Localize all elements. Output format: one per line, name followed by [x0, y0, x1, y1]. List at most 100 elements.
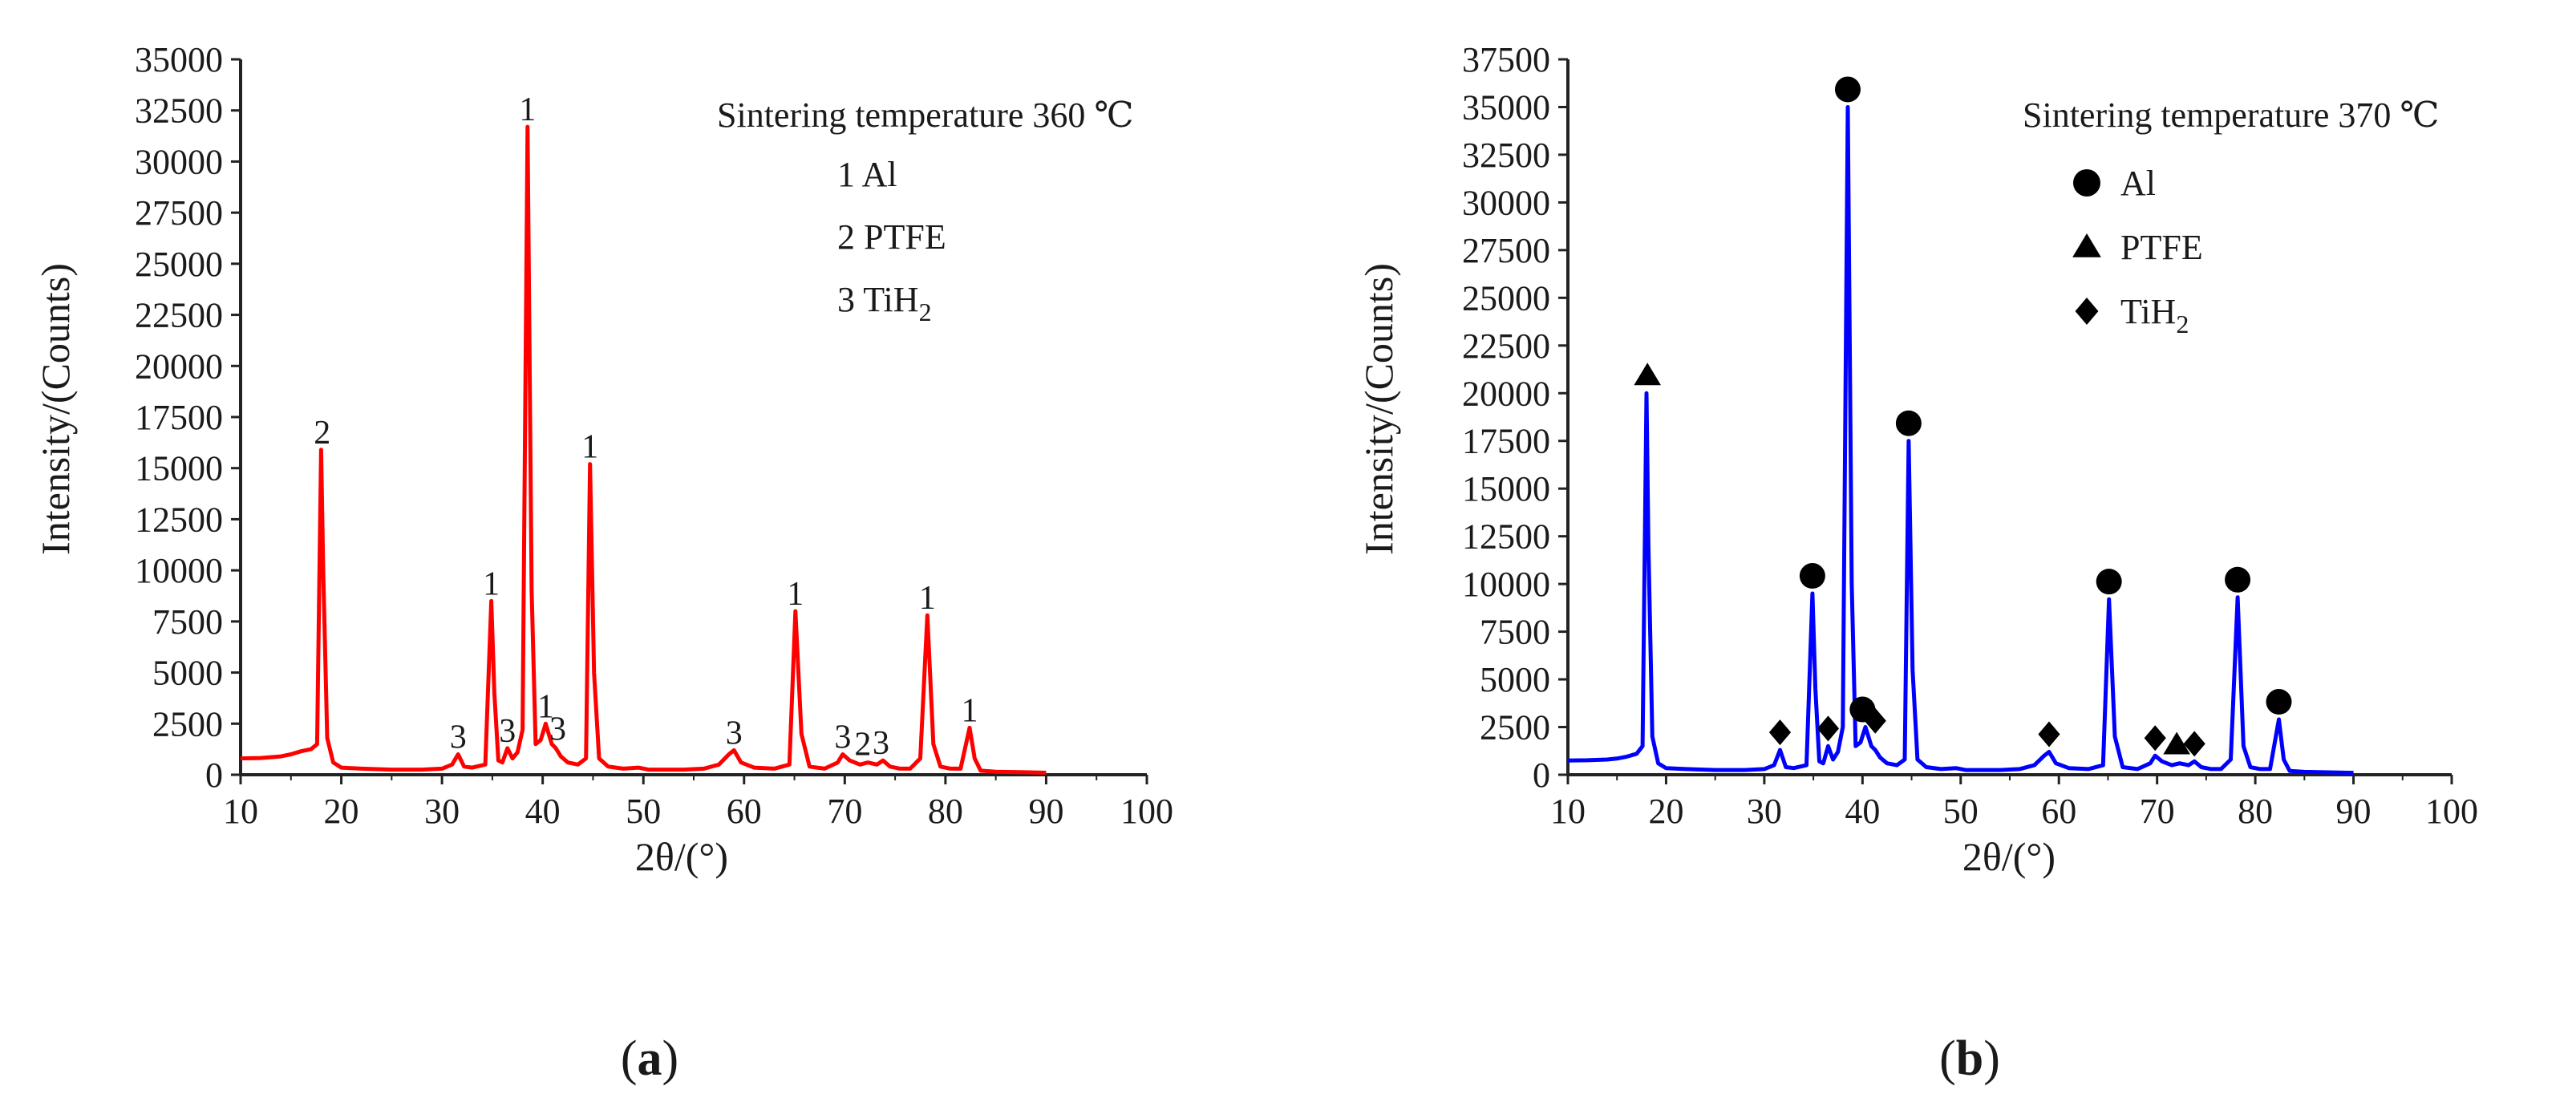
chart-a-y-tick-label: 12500 [135, 500, 223, 539]
chart-b-peak-marker-diamond [1817, 715, 1840, 742]
chart-a-legend-label: 1 Al [837, 155, 897, 194]
chart-a: Sintering temperature 360 ℃ 2θ/(°) Inten… [33, 40, 1173, 879]
chart-b-peak-marker-diamond [2183, 731, 2205, 757]
chart-b-peak-annotations [1634, 76, 2292, 757]
chart-b-legend: Al PTFE TiH2 [2072, 164, 2203, 338]
chart-a-y-tick-label: 32500 [135, 91, 223, 131]
chart-a-peak-label: 1 [787, 576, 804, 613]
caption-a: (a) [621, 1031, 678, 1086]
chart-a-ylabel: Intensity/(Counts) [33, 263, 78, 555]
chart-a-y-tick-label: 35000 [135, 40, 223, 79]
chart-b-title: Sintering temperature 370 ℃ [2023, 95, 2440, 135]
chart-a-legend: 1 Al 2 PTFE 3 TiH2 [837, 155, 946, 326]
chart-b-peak-marker-diamond [2144, 725, 2166, 751]
chart-b-ylabel: Intensity/(Counts) [1356, 263, 1401, 555]
chart-a-peak-label: 1 [519, 91, 536, 128]
chart-b-y-tick-label: 22500 [1462, 326, 1550, 366]
chart-a-xlabel: 2θ/(°) [635, 834, 728, 879]
chart-a-peak-label: 1 [919, 580, 936, 617]
chart-b-legend-marker-diamond [2075, 298, 2099, 325]
chart-a-y-tick-label: 7500 [152, 602, 223, 642]
chart-a-peak-label: 1 [537, 688, 554, 725]
chart-a-y-tick-label: 30000 [135, 142, 223, 181]
chart-a-peak-label: 3 [549, 711, 566, 747]
chart-b-peak-marker-circle [2266, 689, 2292, 715]
chart-a-y-tick-label: 25000 [135, 245, 223, 284]
chart-b-peak-marker-triangle [2163, 731, 2190, 755]
chart-a-legend-item: 1 Al [837, 155, 897, 194]
chart-a-x-tick-label: 40 [525, 792, 561, 831]
chart-a-x-tick-label: 50 [626, 792, 661, 831]
chart-a-series-line [240, 124, 1047, 775]
chart-b-axes: 10 20 30 40 50 60 70 80 90 100 0 2500 5000 7500 10000 1… [1462, 40, 2478, 831]
chart-b-x-tick-label: 50 [1943, 792, 1979, 831]
chart-b-y-tick-label: 35000 [1462, 87, 1550, 127]
chart-a-peak-label: 1 [483, 565, 500, 602]
chart-b-peak-marker-triangle [1634, 363, 1661, 386]
caption-b: (b) [1939, 1031, 2000, 1086]
chart-b-x-tick-label: 20 [1648, 792, 1683, 831]
chart-a-peak-label: 3 [726, 715, 743, 751]
chart-b-legend-item: PTFE [2072, 228, 2203, 267]
chart-a-legend-item: 3 TiH2 [837, 280, 932, 326]
chart-a-x-tick-label: 100 [1120, 792, 1173, 831]
chart-a-x-tick-label: 60 [727, 792, 762, 831]
chart-a-x-tick-label: 30 [424, 792, 460, 831]
chart-b-y-tick-label: 17500 [1462, 422, 1550, 461]
chart-b-y-tick-label: 32500 [1462, 136, 1550, 175]
chart-a-x-tick-label: 10 [223, 792, 258, 831]
chart-b-y-tick-label: 12500 [1462, 517, 1550, 557]
chart-b-x-tick-label: 30 [1747, 792, 1782, 831]
chart-a-legend-item: 2 PTFE [837, 217, 946, 257]
chart-b-peak-marker-diamond [2038, 721, 2060, 747]
chart-b-y-tick-label: 10000 [1462, 565, 1550, 604]
chart-b-peak-marker-circle [2096, 569, 2122, 595]
chart-a-x-tick-label: 20 [324, 792, 359, 831]
chart-b-peak-marker-diamond [1768, 719, 1792, 746]
chart-a-peak-label: 1 [581, 429, 598, 466]
chart-a-y-tick-label: 20000 [135, 346, 223, 386]
chart-b-x-tick-label: 90 [2336, 792, 2371, 831]
chart-a-y-tick-label: 0 [205, 756, 223, 795]
chart-a-peak-label: 3 [873, 725, 889, 762]
chart-b-y-tick-label: 7500 [1480, 613, 1550, 652]
chart-a-y-tick-label: 17500 [135, 398, 223, 437]
chart-a-x-tick-label: 70 [827, 792, 862, 831]
chart-b-x-tick-label: 10 [1550, 792, 1586, 831]
chart-a-y-tick-label: 5000 [152, 654, 223, 693]
chart-a-y-tick-label: 22500 [135, 296, 223, 335]
chart-b-xlabel: 2θ/(°) [1962, 834, 2056, 879]
chart-a-peak-label: 2 [314, 415, 330, 452]
chart-b: Sintering temperature 370 ℃ 2θ/(°) Inten… [1356, 40, 2478, 879]
chart-b-legend-item: TiH2 [2075, 292, 2189, 338]
chart-a-y-tick-label: 27500 [135, 193, 223, 233]
chart-a-x-tick-label: 80 [928, 792, 963, 831]
chart-b-y-tick-label: 5000 [1480, 660, 1550, 699]
chart-b-legend-marker-circle [2073, 169, 2100, 196]
chart-a-peak-label: 1 [962, 692, 978, 729]
chart-a-peak-label: 3 [499, 713, 516, 750]
chart-b-peak-marker-circle [1799, 563, 1825, 589]
chart-b-peak-marker-circle [1895, 410, 1922, 436]
chart-a-peak-label: 3 [834, 719, 851, 756]
chart-b-legend-marker-triangle [2072, 233, 2101, 257]
chart-a-legend-label: 3 TiH2 [837, 280, 932, 326]
chart-b-x-tick-label: 40 [1845, 792, 1880, 831]
chart-b-y-tick-label: 20000 [1462, 374, 1550, 413]
chart-b-y-tick-label: 2500 [1480, 708, 1550, 747]
chart-a-y-tick-label: 15000 [135, 449, 223, 488]
chart-b-legend-label: Al [2120, 164, 2156, 203]
chart-b-peak-marker-diamond [1864, 707, 1886, 734]
chart-b-legend-item: Al [2073, 164, 2156, 203]
chart-a-x-tick-label: 90 [1028, 792, 1063, 831]
chart-a-y-tick-label: 2500 [152, 704, 223, 743]
chart-b-y-tick-label: 0 [1533, 756, 1550, 795]
chart-b-x-tick-label: 80 [2238, 792, 2273, 831]
chart-a-peak-label: 3 [450, 719, 467, 756]
chart-b-y-tick-label: 27500 [1462, 231, 1550, 270]
chart-b-y-tick-label: 25000 [1462, 278, 1550, 318]
chart-b-y-tick-label: 30000 [1462, 183, 1550, 222]
chart-a-peak-label: 2 [854, 726, 871, 763]
chart-b-peak-marker-circle [1834, 76, 1861, 103]
